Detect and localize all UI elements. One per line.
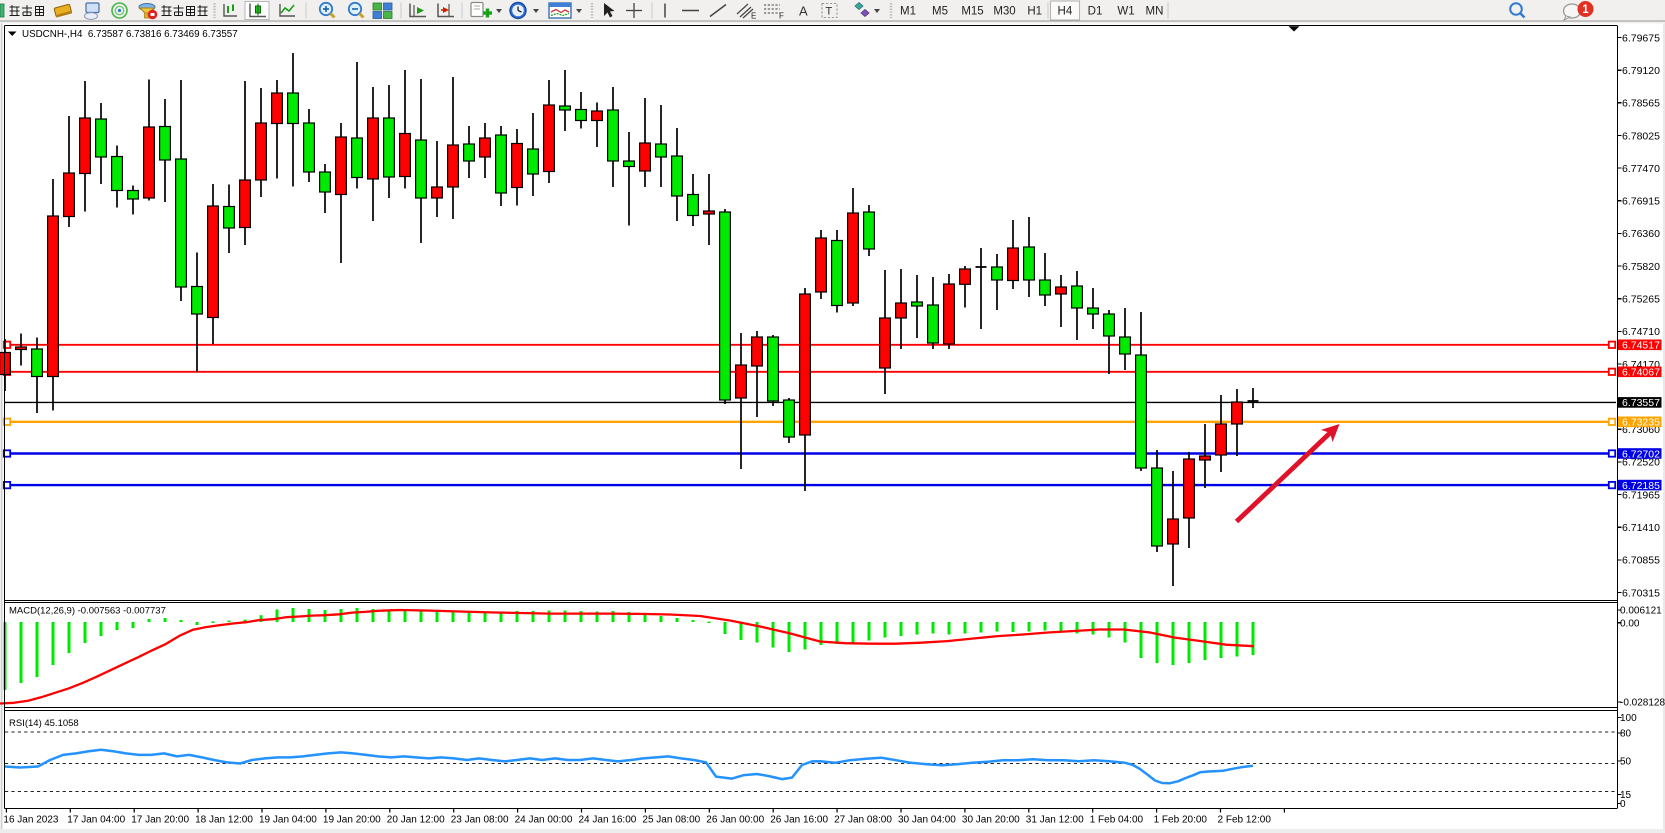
svg-text:100: 100	[1620, 713, 1637, 724]
svg-text:24 Jan 00:00: 24 Jan 00:00	[515, 815, 573, 826]
svg-text:M1: M1	[900, 6, 916, 18]
svg-text:6.77470: 6.77470	[1622, 163, 1660, 175]
svg-text:E: E	[751, 12, 756, 21]
svg-text:20 Jan 12:00: 20 Jan 12:00	[387, 815, 445, 826]
svg-text:6.70855: 6.70855	[1622, 555, 1660, 567]
svg-text:6.75265: 6.75265	[1622, 294, 1660, 306]
svg-text:18 Jan 12:00: 18 Jan 12:00	[195, 815, 253, 826]
svg-text:16 Jan 2023: 16 Jan 2023	[3, 815, 58, 826]
svg-text:6.74517: 6.74517	[1622, 340, 1660, 352]
svg-text:6.76915: 6.76915	[1622, 196, 1660, 208]
svg-text:F: F	[779, 12, 784, 21]
svg-text:6.78565: 6.78565	[1622, 98, 1660, 110]
svg-text:6.76360: 6.76360	[1622, 228, 1660, 240]
svg-text:24 Jan 16:00: 24 Jan 16:00	[579, 815, 637, 826]
svg-text:19 Jan 04:00: 19 Jan 04:00	[259, 815, 317, 826]
svg-text:50: 50	[1620, 757, 1632, 768]
svg-text:1: 1	[1582, 4, 1589, 16]
svg-text:D1: D1	[1088, 6, 1103, 18]
svg-text:MACD(12,26,9) -0.007563 -0.007: MACD(12,26,9) -0.007563 -0.007737	[9, 606, 166, 617]
svg-text:6.78025: 6.78025	[1622, 130, 1660, 142]
svg-text:1 Feb 04:00: 1 Feb 04:00	[1090, 815, 1144, 826]
svg-text:6.70315: 6.70315	[1622, 587, 1660, 599]
svg-text:0.00: 0.00	[1620, 618, 1640, 629]
svg-text:USDCNH-,H4 6.73587 6.73816 6.: USDCNH-,H4 6.73587 6.73816 6.73469 6.735…	[22, 29, 238, 40]
svg-text:30 Jan 20:00: 30 Jan 20:00	[962, 815, 1020, 826]
svg-text:2 Feb 12:00: 2 Feb 12:00	[1218, 815, 1272, 826]
svg-text:25 Jan 08:00: 25 Jan 08:00	[642, 815, 700, 826]
svg-text:T: T	[826, 6, 833, 18]
svg-text:W1: W1	[1117, 6, 1134, 18]
svg-text:6.73235: 6.73235	[1622, 417, 1660, 429]
svg-text:15: 15	[1620, 790, 1632, 801]
svg-text:23 Jan 08:00: 23 Jan 08:00	[451, 815, 509, 826]
svg-text:27 Jan 08:00: 27 Jan 08:00	[834, 815, 892, 826]
svg-text:6.75820: 6.75820	[1622, 261, 1660, 273]
svg-text:6.74067: 6.74067	[1622, 367, 1660, 379]
svg-text:26 Jan 16:00: 26 Jan 16:00	[770, 815, 828, 826]
svg-text:6.73557: 6.73557	[1622, 397, 1660, 409]
svg-text:6.79675: 6.79675	[1622, 32, 1660, 44]
svg-text:17 Jan 20:00: 17 Jan 20:00	[131, 815, 189, 826]
svg-text:6.71410: 6.71410	[1622, 522, 1660, 534]
svg-text:6.72185: 6.72185	[1622, 480, 1660, 492]
svg-text:MN: MN	[1146, 6, 1164, 18]
svg-text:31 Jan 12:00: 31 Jan 12:00	[1026, 815, 1084, 826]
svg-text:6.72702: 6.72702	[1622, 448, 1660, 460]
svg-text:30 Jan 04:00: 30 Jan 04:00	[898, 815, 956, 826]
svg-text:M15: M15	[961, 6, 983, 18]
svg-text:6.71965: 6.71965	[1622, 489, 1660, 501]
svg-text:0.006121: 0.006121	[1620, 606, 1662, 617]
svg-text:H1: H1	[1027, 6, 1042, 18]
svg-text:H4: H4	[1058, 6, 1073, 18]
svg-text:26 Jan 00:00: 26 Jan 00:00	[706, 815, 764, 826]
svg-text:A: A	[799, 4, 808, 19]
svg-text:RSI(14) 45.1058: RSI(14) 45.1058	[9, 718, 79, 729]
svg-text:17 Jan 04:00: 17 Jan 04:00	[67, 815, 125, 826]
svg-text:M30: M30	[993, 6, 1015, 18]
svg-text:1 Feb 20:00: 1 Feb 20:00	[1154, 815, 1208, 826]
svg-text:80: 80	[1620, 729, 1632, 740]
svg-text:19 Jan 20:00: 19 Jan 20:00	[323, 815, 381, 826]
svg-text:6.79120: 6.79120	[1622, 65, 1660, 77]
svg-text:0: 0	[1620, 799, 1626, 810]
svg-text:6.74710: 6.74710	[1622, 326, 1660, 338]
svg-text:-0.028128: -0.028128	[1620, 698, 1665, 709]
svg-text:6.72520: 6.72520	[1622, 457, 1660, 469]
svg-text:M5: M5	[932, 6, 948, 18]
